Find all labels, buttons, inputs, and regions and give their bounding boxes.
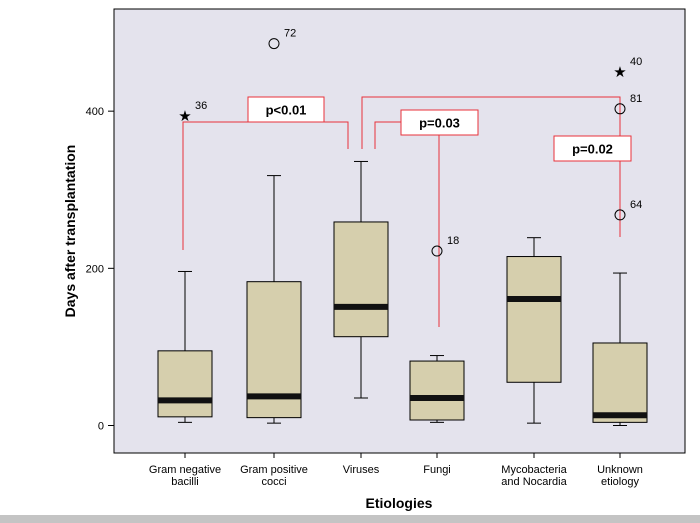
category-label: Unknown: [597, 464, 643, 476]
category-label: Viruses: [343, 464, 380, 476]
box-iqr: [409, 360, 465, 421]
category-label: Mycobacteria: [501, 464, 567, 476]
p-value-box: [247, 96, 325, 123]
outlier-label: 81: [630, 93, 642, 105]
outlier-circle: [431, 245, 443, 257]
p-value-box: [400, 109, 479, 136]
y-axis-title: Days after transplantation: [62, 145, 78, 318]
category-label: cocci: [261, 476, 286, 488]
p-value-label: p=0.03: [419, 116, 460, 131]
box-iqr: [506, 256, 562, 383]
box-iqr: [157, 350, 213, 418]
y-axis: 0 200 400: [86, 106, 114, 432]
category-label: etiology: [601, 476, 639, 488]
p-value-label: p=0.02: [572, 142, 613, 157]
outlier-star: ★: [178, 107, 191, 125]
category-label: Gram negative: [149, 464, 221, 476]
bracket-viruses-unknown: [361, 96, 621, 237]
outlier-label: 64: [630, 199, 642, 211]
category-label: Gram positive: [240, 464, 308, 476]
x-axis-title: Etiologies: [366, 495, 433, 511]
bottom-scroll-bar: [0, 515, 700, 523]
y-tick-label: 0: [98, 420, 104, 432]
y-tick-label: 200: [86, 263, 104, 275]
box-iqr: [592, 342, 648, 423]
category-label: Fungi: [423, 464, 451, 476]
outlier-circle: [614, 209, 626, 221]
outlier-circle: [614, 103, 626, 115]
category-label: and Nocardia: [501, 476, 567, 488]
outlier-label: 72: [284, 28, 296, 40]
box-iqr: [333, 221, 389, 338]
y-tick-label: 400: [86, 106, 104, 118]
box-series: [157, 160, 648, 426]
p-value-label: p<0.01: [266, 103, 307, 118]
outlier-label: 40: [630, 56, 642, 68]
outlier-label: 18: [447, 235, 459, 247]
outlier-label: 36: [195, 100, 207, 112]
outlier-points: ★ 36 72 18 ★ 40 81 64: [178, 28, 642, 257]
significance-brackets: p<0.01 p=0.03 p=0.02: [182, 96, 632, 327]
outlier-star: ★: [613, 63, 626, 81]
p-value-box: [553, 135, 632, 162]
category-label: bacilli: [171, 476, 199, 488]
outlier-circle: [268, 38, 280, 50]
